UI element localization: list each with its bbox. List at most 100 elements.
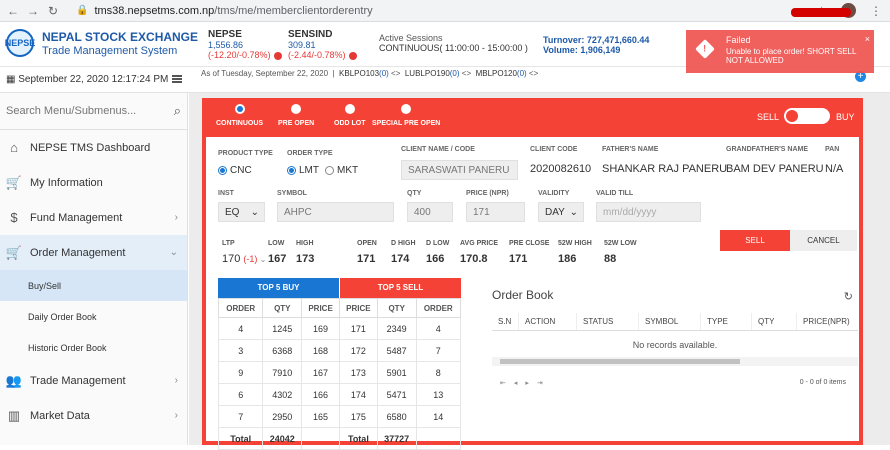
hamburger-icon[interactable] <box>172 75 182 83</box>
add-icon[interactable]: + <box>855 71 866 82</box>
down-icon <box>273 51 282 60</box>
menu-search: ⌕ <box>0 93 187 130</box>
index-nepse[interactable]: NEPSE 1,556.86 (-12.20/-0.78%) <box>208 29 282 60</box>
refresh-icon[interactable]: ↻ <box>843 291 853 303</box>
lock-icon: 🔒 <box>76 5 89 16</box>
product-type-label: PRODUCT TYPE <box>218 150 273 157</box>
error-toast: ! Failed Unable to place order! SHORT SE… <box>686 30 874 73</box>
total-row: Total 24042 Total 37727 <box>217 427 462 450</box>
symbol-input[interactable]: AHPC <box>277 202 394 222</box>
table-row: 6 4302 166 174 5471 13 <box>217 383 462 406</box>
order-type-mkt[interactable]: MKT <box>325 165 358 176</box>
stat-52w-low: 88 <box>604 253 617 265</box>
chevron-down-icon: ⌄ <box>250 207 259 218</box>
stat-avg-price: 170.8 <box>460 253 488 265</box>
turnover-volume: Turnover: 727,471,660.44 Volume: 1,906,1… <box>543 35 650 55</box>
stat-ltp: 170 (-1) ⌄ <box>222 253 267 265</box>
sidebar-item-my-information[interactable]: 🛒 My Information <box>5 174 103 190</box>
client-name-field[interactable]: SARASWATI PANERU <box>401 160 518 180</box>
table-row: 4 1245 169 171 2349 4 <box>217 317 462 340</box>
valid-till-input[interactable]: mm/dd/yyyy <box>596 202 701 222</box>
forward-icon[interactable]: → <box>27 3 39 18</box>
home-icon: ⌂ <box>10 140 18 155</box>
no-records-message: No records available. <box>632 340 718 350</box>
buy-label: BUY <box>836 112 855 122</box>
cancel-button[interactable]: CANCEL <box>790 230 857 251</box>
stat-label: PRE CLOSE <box>509 240 550 247</box>
order-entry-panel: CONTINUOUS PRE OPEN ODD LOT SPECIAL PRE … <box>202 98 863 450</box>
chevron-down-icon: ⌄ <box>169 247 178 258</box>
address-bar[interactable]: tms38.nepsetms.com.np/tms/me/memberclien… <box>94 4 373 17</box>
order-type-label: ORDER TYPE <box>287 150 333 157</box>
fathers-name-label: FATHER'S NAME <box>602 146 659 153</box>
pager-controls[interactable]: ⇤◂▸⇥ <box>500 380 551 387</box>
top5-buy-title: TOP 5 BUY <box>218 278 339 298</box>
chevron-right-icon: › <box>174 410 178 421</box>
sidebar: ⌕ ⌂NEPSE TMS Dashboard 🛒My Information $… <box>0 93 188 445</box>
table-row: 3 6368 168 172 5487 7 <box>217 339 462 362</box>
stat-open: 171 <box>357 253 376 265</box>
symbol-label: SYMBOL <box>277 190 307 197</box>
pan-label: PAN <box>825 146 840 153</box>
mode-odd-lot[interactable]: ODD LOT <box>334 104 366 127</box>
sidebar-item-fund-management[interactable]: $ Fund Management › <box>0 200 187 235</box>
search-input[interactable] <box>6 105 156 117</box>
price-label: PRICE (NPR) <box>466 190 509 197</box>
down-icon <box>348 51 357 60</box>
stat-d-high: 174 <box>391 253 410 265</box>
stat-52w-high: 186 <box>558 253 577 265</box>
mode-special-pre-open[interactable]: SPECIAL PRE OPEN <box>372 104 440 127</box>
sell-label: SELL <box>757 112 780 122</box>
inst-select[interactable]: EQ ⌄ <box>218 202 265 222</box>
warning-icon: ! <box>695 39 715 59</box>
product-type-cnc[interactable]: CNC <box>218 165 252 176</box>
pager-info: 0 - 0 of 0 items <box>799 379 846 386</box>
reload-icon[interactable]: ↻ <box>47 3 59 18</box>
inst-label: INST <box>218 190 234 197</box>
sidebar-subitem-daily-order-book[interactable]: Daily Order Book <box>28 311 97 322</box>
grandfathers-name-value: BAM DEV PANERU <box>726 163 824 175</box>
current-datetime: ▦ September 22, 2020 12:17:24 PM <box>6 74 169 85</box>
table-row: 9 7910 167 173 5901 8 <box>217 361 462 384</box>
stat-label: 52W HIGH <box>558 240 592 247</box>
stat-label: D LOW <box>426 240 450 247</box>
price-input[interactable]: 171 <box>466 202 525 222</box>
money-bag-icon: $ <box>10 210 18 225</box>
active-sessions: Active Sessions CONTINUOUS( 11:00:00 - 1… <box>379 33 528 53</box>
sidebar-item-order-management[interactable]: 🛒 Order Management ⌄ <box>0 235 187 270</box>
top5-sell-title: TOP 5 SELL <box>340 278 461 298</box>
stat-pre-close: 171 <box>509 253 528 265</box>
menu-icon[interactable]: ⋮ <box>870 3 882 18</box>
client-code-value: 2020082610 <box>530 163 592 175</box>
mode-pre-open[interactable]: PRE OPEN <box>278 104 314 127</box>
sidebar-subitem-buy-sell[interactable]: Buy/Sell <box>0 270 187 301</box>
mode-continuous[interactable]: CONTINUOUS <box>216 104 263 127</box>
stat-label: D HIGH <box>391 240 416 247</box>
fathers-name-value: SHANKAR RAJ PANERU <box>602 163 728 175</box>
search-icon[interactable]: ⌕ <box>173 103 181 118</box>
validity-select[interactable]: DAY ⌄ <box>538 202 584 222</box>
redaction-mark <box>791 8 851 17</box>
sidebar-item-market-data[interactable]: ▥ Market Data › <box>0 398 187 433</box>
index-sensind[interactable]: SENSIND 309.81 (-2.44/-0.78%) <box>288 29 357 60</box>
top5-tables: TOP 5 BUY TOP 5 SELL ORDER QTY PRICE PRICE… <box>217 278 462 450</box>
cart-icon: 🛒 <box>5 174 23 190</box>
order-type-lmt[interactable]: LMT <box>287 165 319 176</box>
sidebar-item-trade-management[interactable]: 👥 Trade Management › <box>5 372 178 388</box>
chevron-down-icon: ⌄ <box>569 207 578 218</box>
buy-sell-toggle[interactable] <box>784 108 830 124</box>
stat-label: LOW <box>268 240 285 247</box>
sidebar-item-dashboard[interactable]: ⌂ NEPSE TMS Dashboard <box>0 130 187 165</box>
order-book-header: S.N ACTION STATUS SYMBOL TYPE QTY PRICE(… <box>492 313 858 331</box>
back-icon[interactable]: ← <box>7 3 19 18</box>
toast-message: Unable to place order! SHORT SELL NOT AL… <box>726 47 857 65</box>
close-icon[interactable]: × <box>864 34 870 44</box>
validity-label: VALIDITY <box>538 190 570 197</box>
sell-button[interactable]: SELL <box>720 230 790 251</box>
stat-high: 173 <box>296 253 315 265</box>
sidebar-subitem-historic-order-book[interactable]: Historic Order Book <box>28 342 107 353</box>
qty-input[interactable]: 400 <box>407 202 453 222</box>
brand-subtitle: Trade Management System <box>42 45 178 57</box>
stat-label: OPEN <box>357 240 377 247</box>
horizontal-scrollbar[interactable] <box>492 357 858 366</box>
